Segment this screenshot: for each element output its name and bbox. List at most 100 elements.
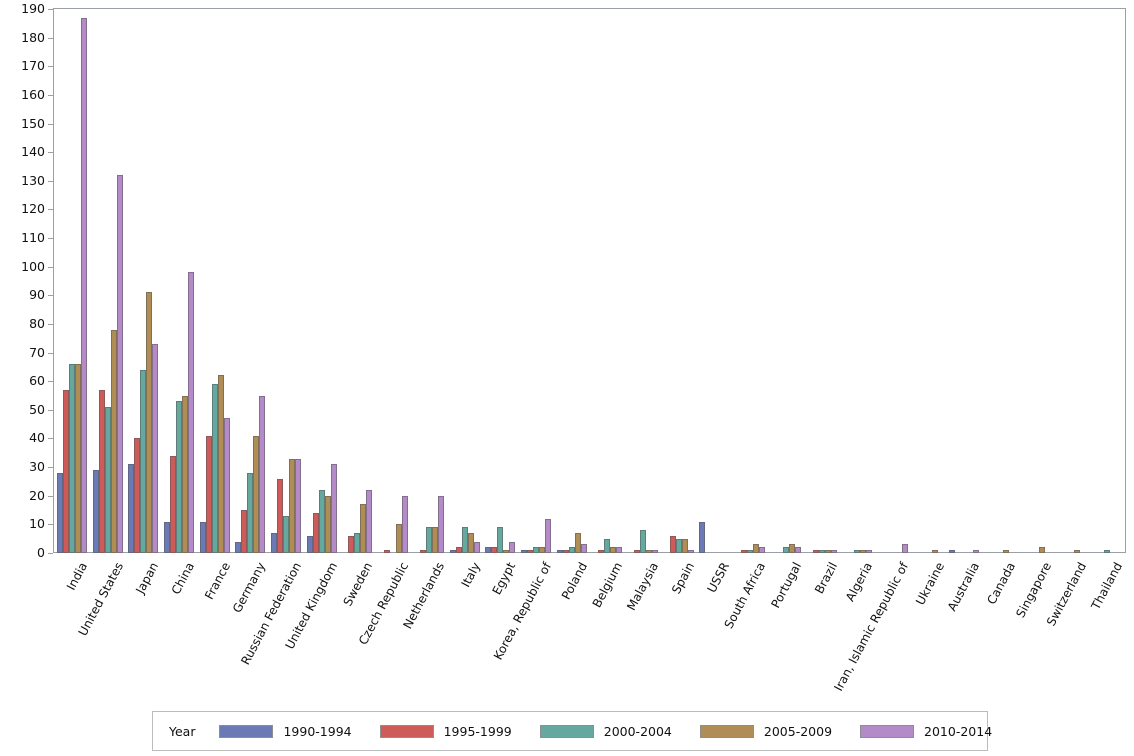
legend-items: 1990-1994 1995-1999 2000-2004 2005-2009 2010… [219,724,1020,739]
x-tick-label: Australia [943,559,983,614]
bar [538,547,545,553]
bar [146,292,153,553]
bar [431,527,438,553]
bar-group [664,9,694,553]
x-tick-label: Italy [456,559,483,590]
bar [753,544,760,553]
bar-group [628,9,659,553]
bar [223,418,230,553]
y-tick-mark [48,94,53,96]
bar [1074,550,1081,553]
bar-group [199,9,230,553]
bar [169,455,176,553]
bar [80,17,87,553]
bar [98,389,105,553]
bar [152,344,159,553]
bar [295,458,302,553]
bar [485,547,492,553]
bar [366,490,373,553]
bar [384,550,391,553]
bar [747,550,754,553]
bar [741,550,748,553]
bar [419,550,426,553]
bar [289,458,296,553]
y-tick-mark [48,438,53,440]
bar [330,464,337,553]
bar [455,547,462,553]
x-tick-label: Malaysia [622,559,662,613]
y-tick-mark [48,524,53,526]
y-tick-label: 140 [21,144,45,160]
x-tick-label: Ukraine [911,559,947,607]
legend-item[interactable]: 1995-1999 [379,724,512,739]
plot-area [53,8,1126,553]
x-tick-label-text: Italy [458,559,483,590]
bar [56,472,63,553]
x-tick-label-text: Germany [230,559,269,616]
bar [931,550,938,553]
bar [634,550,641,553]
bar-group [449,9,480,553]
bar [271,532,278,553]
bar-group [842,9,873,553]
x-tick-label: China [167,559,198,597]
bar [140,369,147,553]
y-tick-mark [48,295,53,297]
bar [532,547,539,553]
x-tick-label: Spain [667,559,697,596]
x-tick-label: Poland [557,559,590,602]
bar [562,550,569,553]
x-tick-label-text: Australia [945,559,983,614]
y-tick-mark [48,323,53,325]
legend-item[interactable]: 2010-2014 [860,724,992,739]
bar [259,395,266,553]
legend-item[interactable]: 1990-1994 [219,724,352,739]
bar [788,544,795,553]
x-tick-label: Germany [228,559,269,616]
legend-item[interactable]: 2005-2009 [699,723,833,739]
bar [217,375,224,553]
bar [116,175,123,553]
y-tick-mark [48,495,53,497]
x-tick-label: Sweden [339,559,376,608]
y-tick-label: 170 [21,58,45,74]
legend-label: 2005-2009 [763,723,833,739]
x-tick-label-text: China [168,559,198,597]
y-tick-mark [48,381,53,383]
bar-group [878,9,908,553]
y-tick-label: 160 [21,86,45,102]
bar [497,527,504,553]
x-tick-label-text: Egypt [489,559,519,598]
bar [491,547,498,553]
bar [175,401,182,553]
x-tick-label-text: Brazil [811,559,840,597]
bar [1003,550,1010,553]
bar-group [1056,9,1086,553]
bar [675,538,682,553]
x-tick-label-text: USSR [705,559,733,596]
bar [68,364,75,553]
bar [211,384,218,553]
bar [128,464,135,553]
bar [604,538,611,553]
legend-label: 2000-2004 [603,723,672,739]
bar [598,550,605,553]
bar [759,547,766,553]
bar [1038,547,1045,553]
bar [503,550,510,553]
bar-group [271,9,302,553]
legend-swatch [379,724,434,738]
x-tick-label-text: Malaysia [624,559,662,613]
bar [574,532,581,553]
bar [62,389,69,553]
legend-item[interactable]: 2000-2004 [539,723,672,739]
bar [526,550,533,553]
y-tick-label: 40 [29,430,45,446]
bar-group [378,9,409,553]
bar [901,544,908,553]
bar [181,395,188,553]
bar [324,495,331,553]
x-tick-label: Egypt [488,559,519,598]
bar [348,535,355,553]
